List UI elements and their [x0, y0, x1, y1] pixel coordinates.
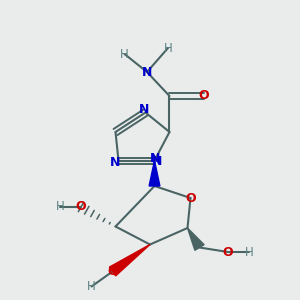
Text: O: O: [223, 245, 233, 259]
Text: H: H: [164, 41, 172, 55]
Text: H: H: [120, 47, 129, 61]
Text: O: O: [185, 191, 196, 205]
Polygon shape: [149, 160, 160, 186]
Text: N: N: [150, 152, 161, 165]
Text: H: H: [244, 245, 253, 259]
Polygon shape: [188, 228, 204, 250]
Text: N: N: [110, 155, 121, 169]
Text: O: O: [107, 265, 118, 278]
Text: N: N: [139, 103, 149, 116]
Text: N: N: [142, 65, 152, 79]
Polygon shape: [109, 244, 150, 276]
Text: O: O: [199, 89, 209, 103]
Text: O: O: [76, 200, 86, 214]
Text: H: H: [56, 200, 64, 214]
Text: H: H: [87, 280, 96, 293]
Text: N: N: [152, 154, 163, 168]
